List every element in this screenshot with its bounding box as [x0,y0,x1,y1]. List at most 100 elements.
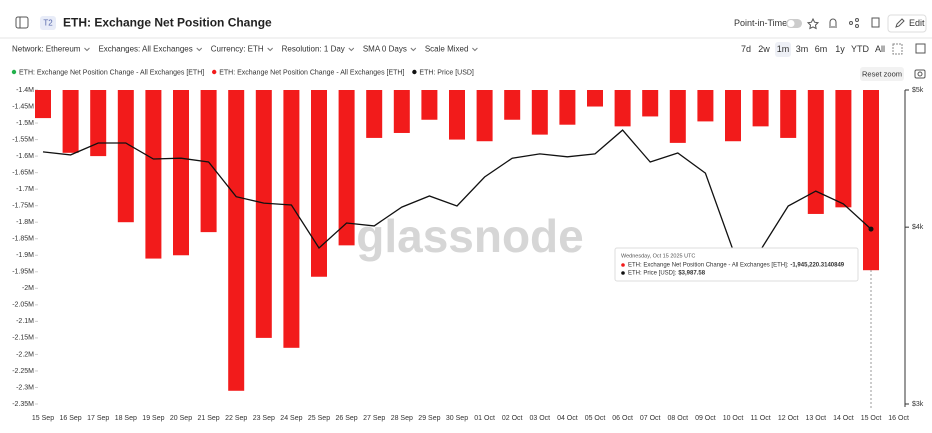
bar[interactable] [559,90,576,125]
dropdown-caret [472,47,478,52]
x-tick-label: 15 Oct [861,415,882,422]
bar[interactable] [863,90,879,271]
tooltip-dot [621,263,625,267]
range-button[interactable]: 3m [796,44,809,54]
range-button[interactable]: YTD [851,44,870,54]
hover-point [868,226,874,232]
edit-button[interactable] [887,14,927,33]
y-tick-label: -2M [22,285,34,292]
bar[interactable] [807,90,824,214]
x-tick-label: 30 Sep [446,415,468,422]
reset-zoom: Reset zoom [862,69,902,78]
legend-label[interactable]: ETH: Price [USD] [419,69,474,76]
filter-dropdown[interactable]: Exchanges: All Exchanges [98,45,192,54]
x-tick-label: 16 Oct [888,415,909,422]
x-tick-label: 20 Sep [170,415,192,422]
range-selected [775,42,791,57]
y-tick-label: -2.15M [12,335,34,342]
camera-icon[interactable] [914,69,926,79]
tooltip-dot [621,271,625,275]
x-tick-label: 07 Oct [640,415,661,422]
x-tick-label: 24 Sep [280,415,302,422]
x-tick-label: 13 Oct [805,415,826,422]
x-tick-label: 02 Oct [502,415,523,422]
calendar-icon[interactable] [915,43,926,54]
bell-icon[interactable] [829,18,837,28]
bar[interactable] [145,90,162,259]
watermark: glassnode [356,210,584,262]
x-tick-label: 10 Oct [723,415,744,422]
range-button[interactable]: 2w [758,44,770,54]
x-tick-label: 14 Oct [833,415,854,422]
share-icon[interactable] [849,21,853,25]
y-tick-label: -2.25M [12,368,34,375]
x-tick-label: 08 Oct [667,415,688,422]
filter-dropdown[interactable]: SMA 0 Days [363,45,407,54]
legend-label[interactable]: ETH: Exchange Net Position Change - All … [19,69,204,76]
y2-tick-label: $4k [912,224,924,231]
bar[interactable] [669,90,686,143]
dropdown-caret [196,47,203,52]
range-button[interactable]: 7d [741,44,751,54]
bar[interactable] [35,90,51,119]
bar[interactable] [393,90,410,133]
filter-dropdown[interactable]: Scale Mixed [425,45,469,54]
bar[interactable] [476,90,493,142]
bar[interactable] [449,90,465,140]
star-icon[interactable] [806,17,820,30]
bar[interactable] [697,90,714,122]
share-icon [855,24,859,28]
x-tick-label: 28 Sep [391,415,413,422]
bar[interactable] [835,90,852,208]
edit-label: Edit [909,18,925,28]
legend-dot [212,69,217,75]
y-tick-label: -2.2M [16,351,34,358]
tooltip: Wednesday, Oct 15 2025 UTC ETH: Exchange … [614,247,859,282]
bar[interactable] [780,90,797,138]
bar[interactable] [173,90,189,256]
bar[interactable] [504,90,521,120]
range-button[interactable]: 6m [815,44,828,54]
bar[interactable] [117,90,134,223]
tooltip-box [614,247,859,282]
bar[interactable] [283,90,300,348]
bar[interactable] [90,90,107,157]
dropdown-caret [84,47,90,52]
copy-icon[interactable] [871,17,880,28]
bar[interactable] [62,90,79,153]
filter-dropdown[interactable]: Currency: ETH [211,45,264,54]
bar[interactable] [200,90,217,233]
bar[interactable] [311,90,327,277]
legend-label[interactable]: ETH: Exchange Net Position Change - All … [219,69,404,76]
bar[interactable] [587,90,603,107]
range-button[interactable]: All [875,44,885,54]
y-tick-label: -2.05M [12,302,34,309]
y-tick-label: -2.35M [12,401,34,408]
filter-dropdown[interactable]: Resolution: 1 Day [282,45,345,54]
y-tick-label: -1.65M [12,169,34,176]
bar[interactable] [421,90,438,120]
sidebar-icon[interactable] [15,16,29,29]
bar[interactable] [366,90,383,138]
x-tick-label: 17 Sep [87,415,109,422]
reset-zoom-button[interactable] [860,67,904,81]
y-tick-label: -1.75M [12,203,34,210]
y-tick-label: -1.95M [12,269,34,276]
range-button[interactable]: 1y [835,44,845,54]
filter-dropdown[interactable]: Network: Ethereum [12,45,81,54]
bar[interactable] [255,90,272,338]
y-tick-label: -1.55M [12,136,34,143]
bar[interactable] [725,90,741,142]
bar[interactable] [228,90,245,391]
bar[interactable] [531,90,548,135]
bar[interactable] [642,90,659,117]
range-button[interactable]: 1m [777,44,790,54]
bar[interactable] [614,90,631,127]
legend-dot [412,69,417,75]
bar[interactable] [338,90,355,246]
zoom-icon[interactable] [892,43,903,55]
share-icon [855,18,859,22]
bar[interactable] [752,90,769,127]
y-tick-label: -2.1M [16,318,34,325]
